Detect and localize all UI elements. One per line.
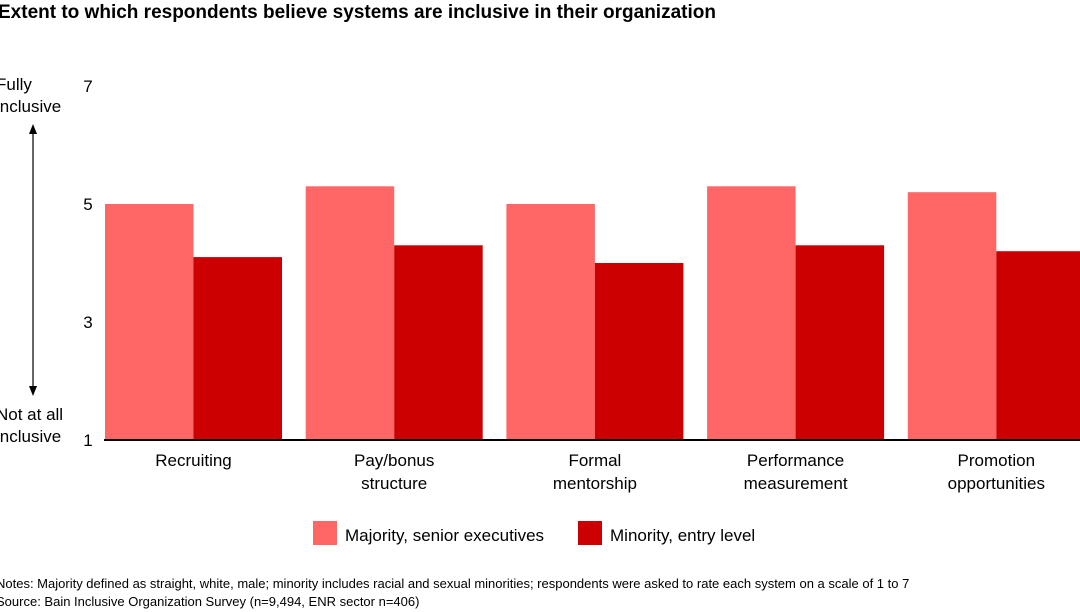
x-tick-label: Recruiting <box>155 451 232 470</box>
bar-majority <box>506 204 595 440</box>
bar-majority <box>707 186 796 440</box>
chart-notes: Notes: Majority defined as straight, whi… <box>0 576 910 591</box>
bar-minority <box>795 245 885 440</box>
bar-majority <box>305 186 395 440</box>
legend-swatch <box>313 521 337 545</box>
legend-swatch <box>578 521 602 545</box>
x-tick-label: Performance measurement <box>744 451 848 493</box>
bar-minority <box>193 257 282 440</box>
legend-label: Minority, entry level <box>610 526 755 545</box>
arrow-down-icon <box>29 386 37 396</box>
x-tick-label: Promotion opportunities <box>948 451 1045 493</box>
y-tick-label: 3 <box>83 313 92 332</box>
chart-title: Extent to which respondents believe syst… <box>0 2 716 23</box>
arrow-up-icon <box>29 124 37 134</box>
bar-minority <box>996 251 1080 440</box>
legend-label: Majority, senior executives <box>345 526 544 545</box>
x-tick-label: Formal mentorship <box>553 451 637 493</box>
bar-majority <box>105 204 194 440</box>
y-tick-label: 1 <box>83 431 92 450</box>
y-tick-label: 5 <box>83 195 92 214</box>
bar-minority <box>394 245 483 440</box>
bar-minority <box>594 263 684 440</box>
x-tick-label: Pay/bonus structure <box>354 451 434 493</box>
y-bottom-label: Not at all inclusive <box>0 405 63 446</box>
chart-source: Source: Bain Inclusive Organization Surv… <box>0 594 420 609</box>
y-top-label: Fully inclusive <box>0 75 61 116</box>
y-tick-label: 7 <box>83 77 92 96</box>
bar-majority <box>907 192 997 440</box>
